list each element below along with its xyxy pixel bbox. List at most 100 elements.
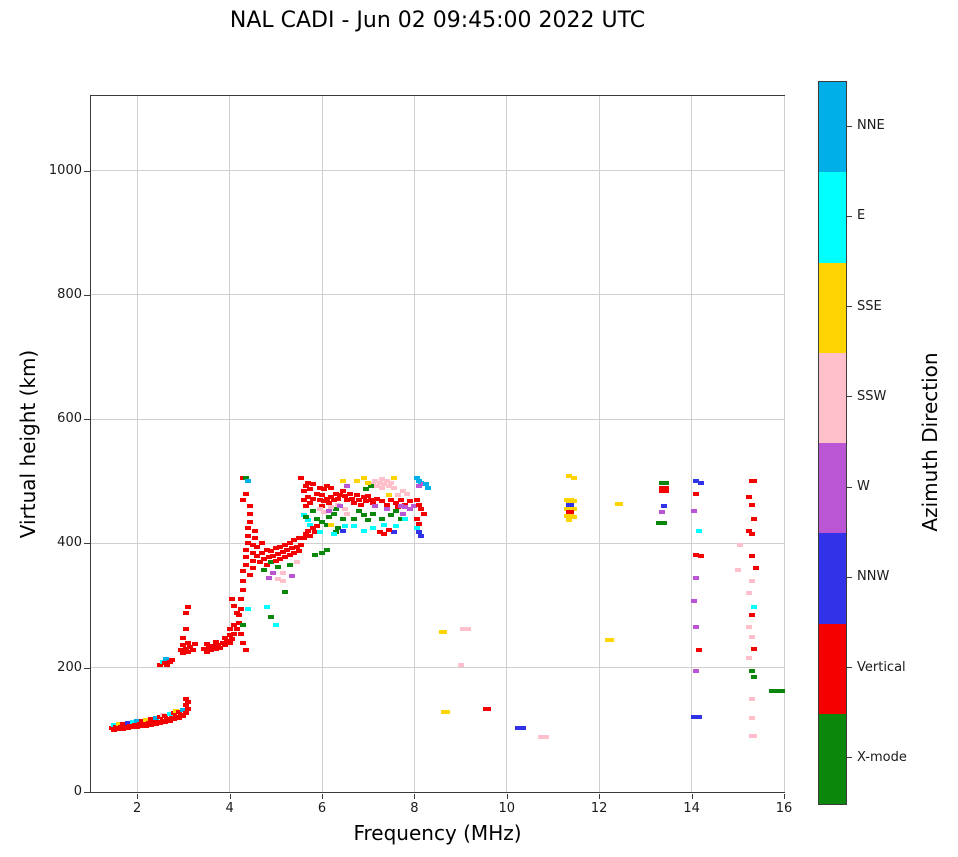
data-point [249,558,256,563]
data-point [201,647,208,652]
data-point [355,509,362,514]
data-point [485,707,492,712]
y-tick [84,667,90,669]
data-point [302,504,309,509]
data-point [138,718,145,723]
data-point [330,511,337,516]
data-point [231,631,238,636]
data-point [374,496,381,501]
data-point [316,530,323,535]
data-point [365,480,372,485]
data-point [307,486,314,491]
data-point [379,516,386,521]
data-point [305,494,312,499]
data-point [205,645,212,650]
data-point [252,536,258,541]
data-point [390,485,397,490]
data-point [245,525,252,530]
x-tick [691,794,693,799]
data-point [330,497,337,502]
data-point [328,485,335,490]
data-point [663,485,670,490]
data-point [268,560,275,565]
data-point [208,648,215,653]
data-point [365,494,372,499]
data-point [291,550,298,555]
data-point [543,735,550,740]
data-point [344,484,351,489]
data-point [166,712,173,717]
data-point [372,479,379,484]
data-point [413,497,420,502]
data-point [314,516,321,521]
colorbar-label: W [857,479,870,495]
data-point [182,627,189,632]
data-point [362,486,369,491]
data-point [360,513,367,518]
data-point [376,480,383,485]
data-point [385,527,392,532]
data-point [233,627,240,632]
data-point [219,640,226,645]
data-point [189,648,196,653]
x-tick-label: 12 [590,801,608,816]
data-point [231,623,238,628]
y-gridline [91,667,784,669]
data-point [162,657,169,661]
data-point [305,480,312,485]
data-point [270,571,277,576]
data-point [182,696,189,701]
data-point [187,645,194,650]
colorbar-segment-nne [819,82,846,173]
chart-title: NAL CADI - Jun 02 09:45:00 2022 UTC [229,8,646,33]
data-point [778,688,785,693]
data-point [249,566,256,571]
colorbar-segment-x-mode [819,713,846,804]
data-point [750,647,757,652]
data-point [443,710,450,715]
y-gridline [91,542,784,544]
data-point [157,662,164,667]
data-point [351,524,358,529]
data-point [254,544,261,549]
data-point [748,668,755,673]
data-point [413,516,420,521]
data-point [226,627,233,632]
x-gridline [506,96,508,792]
data-point [418,533,425,538]
colorbar-label: NNW [857,569,890,585]
data-point [441,629,448,634]
data-point [286,552,293,557]
data-point [746,656,753,661]
data-point [247,511,254,516]
data-point [392,501,399,506]
data-point [228,597,235,602]
data-point [323,547,330,552]
data-point [402,516,409,521]
data-point [360,476,367,481]
data-point [388,513,395,518]
data-point [406,507,413,512]
data-point [245,479,252,484]
data-point [215,643,222,648]
data-point [240,640,247,645]
data-point [212,639,219,644]
colorbar-label: Vertical [857,659,906,675]
data-point [245,533,252,538]
data-point [256,560,263,565]
x-gridline [598,96,600,792]
data-point [663,480,670,485]
colorbar-label: SSE [857,298,882,314]
data-point [191,642,198,647]
data-point [309,496,316,501]
data-point [175,709,182,714]
data-point [115,727,122,732]
data-point [300,536,307,541]
data-point [254,553,261,558]
data-point [300,497,307,502]
data-point [695,529,702,533]
colorbar-title: Azimuth Direction [918,352,942,532]
data-point [411,504,418,509]
data-point [321,486,328,491]
